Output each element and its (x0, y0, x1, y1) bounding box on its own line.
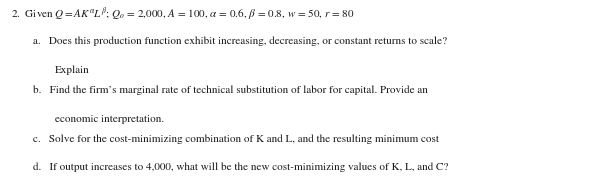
Text: economic interpretation.: economic interpretation. (55, 114, 164, 124)
Text: b.   Find the firm’s marginal rate of technical substitution of labor for capita: b. Find the firm’s marginal rate of tech… (33, 86, 428, 95)
Text: Explain: Explain (55, 65, 90, 75)
Text: a.   Does this production function exhibit increasing, decreasing, or constant r: a. Does this production function exhibit… (33, 37, 447, 46)
Text: d.   If output increases to 4,000, what will be the new cost-minimizing values o: d. If output increases to 4,000, what wi… (33, 163, 448, 172)
Text: 2.  Given $Q = AK^{\alpha}L^{\beta}$; $Q_o$ = 2,000, $A$ = 100, $\alpha$ = 0.6, : 2. Given $Q = AK^{\alpha}L^{\beta}$; $Q_… (11, 6, 355, 22)
Text: c.   Solve for the cost-minimizing combination of K and L, and the resulting min: c. Solve for the cost-minimizing combina… (33, 134, 439, 144)
